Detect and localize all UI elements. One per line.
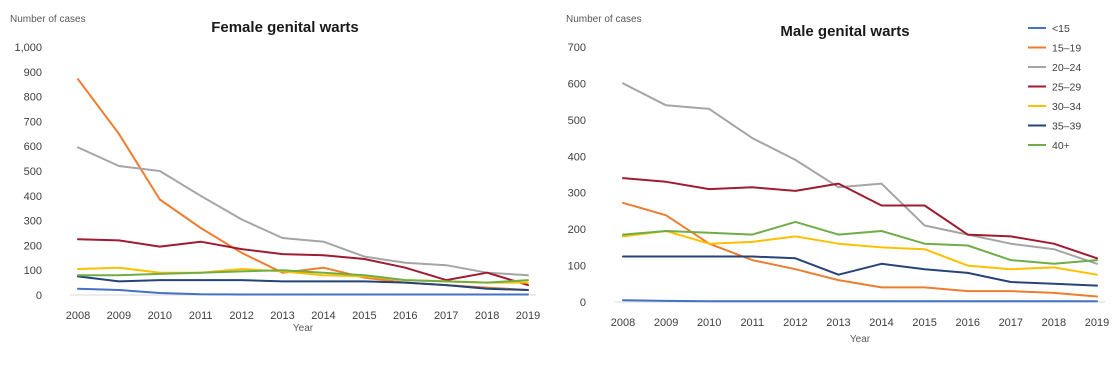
series-line-7: [77, 269, 529, 284]
legend-label: 25–29: [1052, 82, 1081, 94]
x-axis-label: Year: [293, 323, 314, 334]
series-line-7: [622, 220, 1098, 265]
series-line-5: [622, 230, 1098, 276]
y-tick-label: 600: [24, 141, 42, 153]
x-tick-label: 2013: [270, 310, 294, 322]
x-tick-label: 2015: [352, 310, 376, 322]
x-tick-label: 2012: [229, 310, 253, 322]
y-tick-label: 700: [24, 116, 42, 128]
x-tick-label: 2011: [740, 317, 764, 329]
legend: <15 15–19 20–24 25–29 30–34 35–39 40+: [1028, 23, 1081, 152]
x-tick-label: 2019: [516, 310, 540, 322]
x-tick-label: 2019: [1085, 317, 1109, 329]
y-tick-label: 400: [24, 191, 42, 203]
series-line-2: [622, 201, 1098, 298]
y-tick-label: 0: [580, 297, 586, 309]
male-warts-chart: Male genital warts Number of cases Year 0 10…: [566, 14, 1109, 345]
x-tick-label: 2009: [107, 310, 131, 322]
series-line-4: [622, 177, 1098, 260]
series-line-1: [77, 287, 529, 296]
x-tick-label: 2014: [869, 317, 893, 329]
x-tick-label: 2017: [999, 317, 1023, 329]
series-line-3: [77, 146, 529, 277]
x-tick-label: 2015: [912, 317, 936, 329]
chart-title: Female genital warts: [211, 19, 359, 36]
y-tick-label: 900: [24, 67, 42, 79]
chart-title: Male genital warts: [780, 23, 909, 40]
y-tick-label: 800: [24, 92, 42, 104]
x-tick-label: 2008: [66, 310, 90, 322]
y-tick-label: 100: [568, 261, 586, 273]
y-tick-label: 200: [24, 240, 42, 252]
series-line-6: [77, 275, 529, 291]
x-tick-label: 2016: [955, 317, 979, 329]
x-tick-label: 2011: [189, 310, 213, 322]
x-tick-label: 2010: [697, 317, 721, 329]
y-tick-label: 300: [568, 188, 586, 200]
x-tick-label: 2013: [826, 317, 850, 329]
y-tick-label: 500: [568, 115, 586, 127]
y-tick-label: 100: [24, 265, 42, 277]
x-tick-label: 2018: [475, 310, 499, 322]
x-tick-label: 2012: [783, 317, 807, 329]
y-axis-label: Number of cases: [566, 14, 642, 25]
x-tick-label: 2014: [311, 310, 335, 322]
x-tick-label: 2018: [1042, 317, 1066, 329]
x-tick-label: 2009: [654, 317, 678, 329]
series-line-3: [622, 82, 1098, 265]
x-tick-label: 2017: [434, 310, 458, 322]
y-tick-label: 600: [568, 78, 586, 90]
legend-label: 20–24: [1052, 62, 1081, 74]
legend-label: 15–19: [1052, 43, 1081, 55]
y-tick-label: 300: [24, 216, 42, 228]
y-tick-label: 500: [24, 166, 42, 178]
female-warts-chart: Female genital warts Number of cases Year 0…: [10, 14, 540, 334]
legend-label: 40+: [1052, 140, 1070, 152]
y-tick-label: 1,000: [14, 42, 42, 54]
legend-label: 30–34: [1052, 101, 1081, 113]
legend-label: <15: [1052, 23, 1070, 35]
series-line-4: [77, 238, 529, 287]
series-line-1: [622, 299, 1098, 303]
x-axis-label: Year: [850, 334, 871, 345]
y-tick-label: 0: [36, 290, 42, 302]
x-tick-label: 2008: [611, 317, 635, 329]
x-tick-label: 2016: [393, 310, 417, 322]
y-axis-label: Number of cases: [10, 14, 86, 25]
legend-label: 35–39: [1052, 121, 1081, 133]
y-tick-label: 700: [568, 42, 586, 54]
series-line-6: [622, 255, 1098, 287]
x-tick-label: 2010: [148, 310, 172, 322]
series-line-2: [77, 78, 529, 291]
y-tick-label: 200: [568, 224, 586, 236]
y-tick-label: 400: [568, 151, 586, 163]
